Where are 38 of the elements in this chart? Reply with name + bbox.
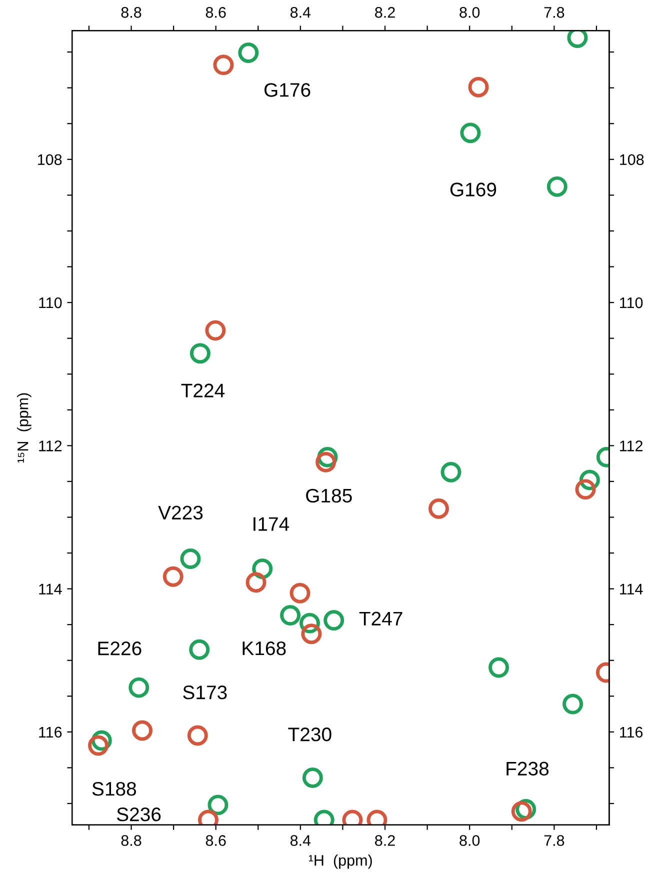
y-axis-title: ¹⁵N (ppm) <box>17 393 32 463</box>
annotation: S188 <box>92 782 136 796</box>
x-tick-label: 7.8 <box>544 835 564 846</box>
x2-tick-label: 8.8 <box>121 6 142 18</box>
annotation: T247 <box>359 612 402 626</box>
y-tick-label: 110 <box>39 297 62 308</box>
y-tick-label: 108 <box>38 154 62 166</box>
x-tick-label: 8.2 <box>375 835 395 846</box>
annotation: I174 <box>254 517 290 531</box>
y-tick-label: 112 <box>39 440 62 452</box>
x2-tick-label: 7.8 <box>544 6 564 18</box>
y2-tick-label: 114 <box>620 584 643 594</box>
x-tick-label: 8.0 <box>460 835 480 846</box>
y2-tick-label: 108 <box>620 154 644 166</box>
x2-tick-label: 8.6 <box>206 6 226 18</box>
annotation: K168 <box>242 641 286 656</box>
y-tick-label: 114 <box>39 584 62 594</box>
x-tick-label: 8.4 <box>290 835 311 846</box>
annotation: G176 <box>264 83 310 97</box>
annotation: T224 <box>181 384 225 398</box>
x-tick-label: 8.8 <box>121 835 142 846</box>
annotation: V223 <box>158 506 203 520</box>
annotation: G185 <box>306 488 352 503</box>
x2-tick-label: 8.2 <box>375 6 395 18</box>
y2-tick-label: 116 <box>620 726 643 738</box>
annotation: S236 <box>116 808 161 822</box>
x2-tick-label: 8.4 <box>290 6 311 18</box>
annotation: E226 <box>98 642 142 656</box>
x-tick-label: 8.6 <box>206 835 226 846</box>
annotation: S173 <box>183 686 227 700</box>
y2-tick-label: 110 <box>620 297 643 308</box>
x-axis-title: ¹H (ppm) <box>308 854 372 869</box>
y-tick-label: 116 <box>39 726 62 738</box>
annotation: G169 <box>450 182 496 196</box>
x2-tick-label: 8.0 <box>460 6 480 18</box>
annotation: F238 <box>506 762 549 776</box>
y2-tick-label: 112 <box>620 440 642 452</box>
annotation: T230 <box>288 728 332 742</box>
